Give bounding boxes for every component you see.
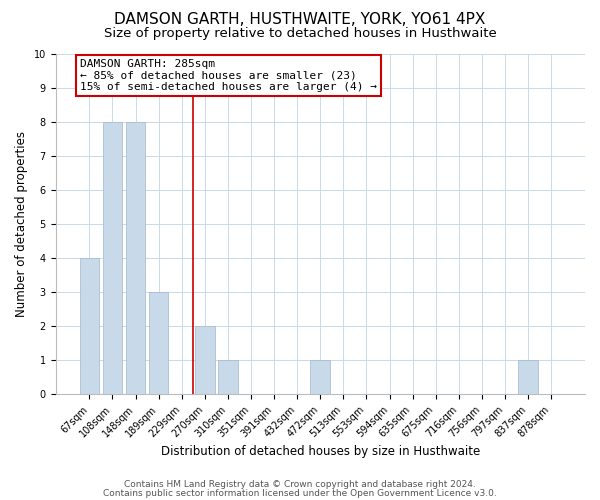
Bar: [195, 326, 215, 394]
Bar: [310, 360, 330, 394]
Bar: [518, 360, 538, 394]
Text: Size of property relative to detached houses in Husthwaite: Size of property relative to detached ho…: [104, 28, 496, 40]
Bar: [103, 122, 122, 394]
Bar: [218, 360, 238, 394]
X-axis label: Distribution of detached houses by size in Husthwaite: Distribution of detached houses by size …: [161, 444, 480, 458]
Text: DAMSON GARTH, HUSTHWAITE, YORK, YO61 4PX: DAMSON GARTH, HUSTHWAITE, YORK, YO61 4PX: [115, 12, 485, 28]
Bar: [126, 122, 145, 394]
Bar: [80, 258, 99, 394]
Bar: [149, 292, 169, 394]
Y-axis label: Number of detached properties: Number of detached properties: [15, 131, 28, 317]
Text: Contains public sector information licensed under the Open Government Licence v3: Contains public sector information licen…: [103, 488, 497, 498]
Text: DAMSON GARTH: 285sqm
← 85% of detached houses are smaller (23)
15% of semi-detac: DAMSON GARTH: 285sqm ← 85% of detached h…: [80, 59, 377, 92]
Text: Contains HM Land Registry data © Crown copyright and database right 2024.: Contains HM Land Registry data © Crown c…: [124, 480, 476, 489]
